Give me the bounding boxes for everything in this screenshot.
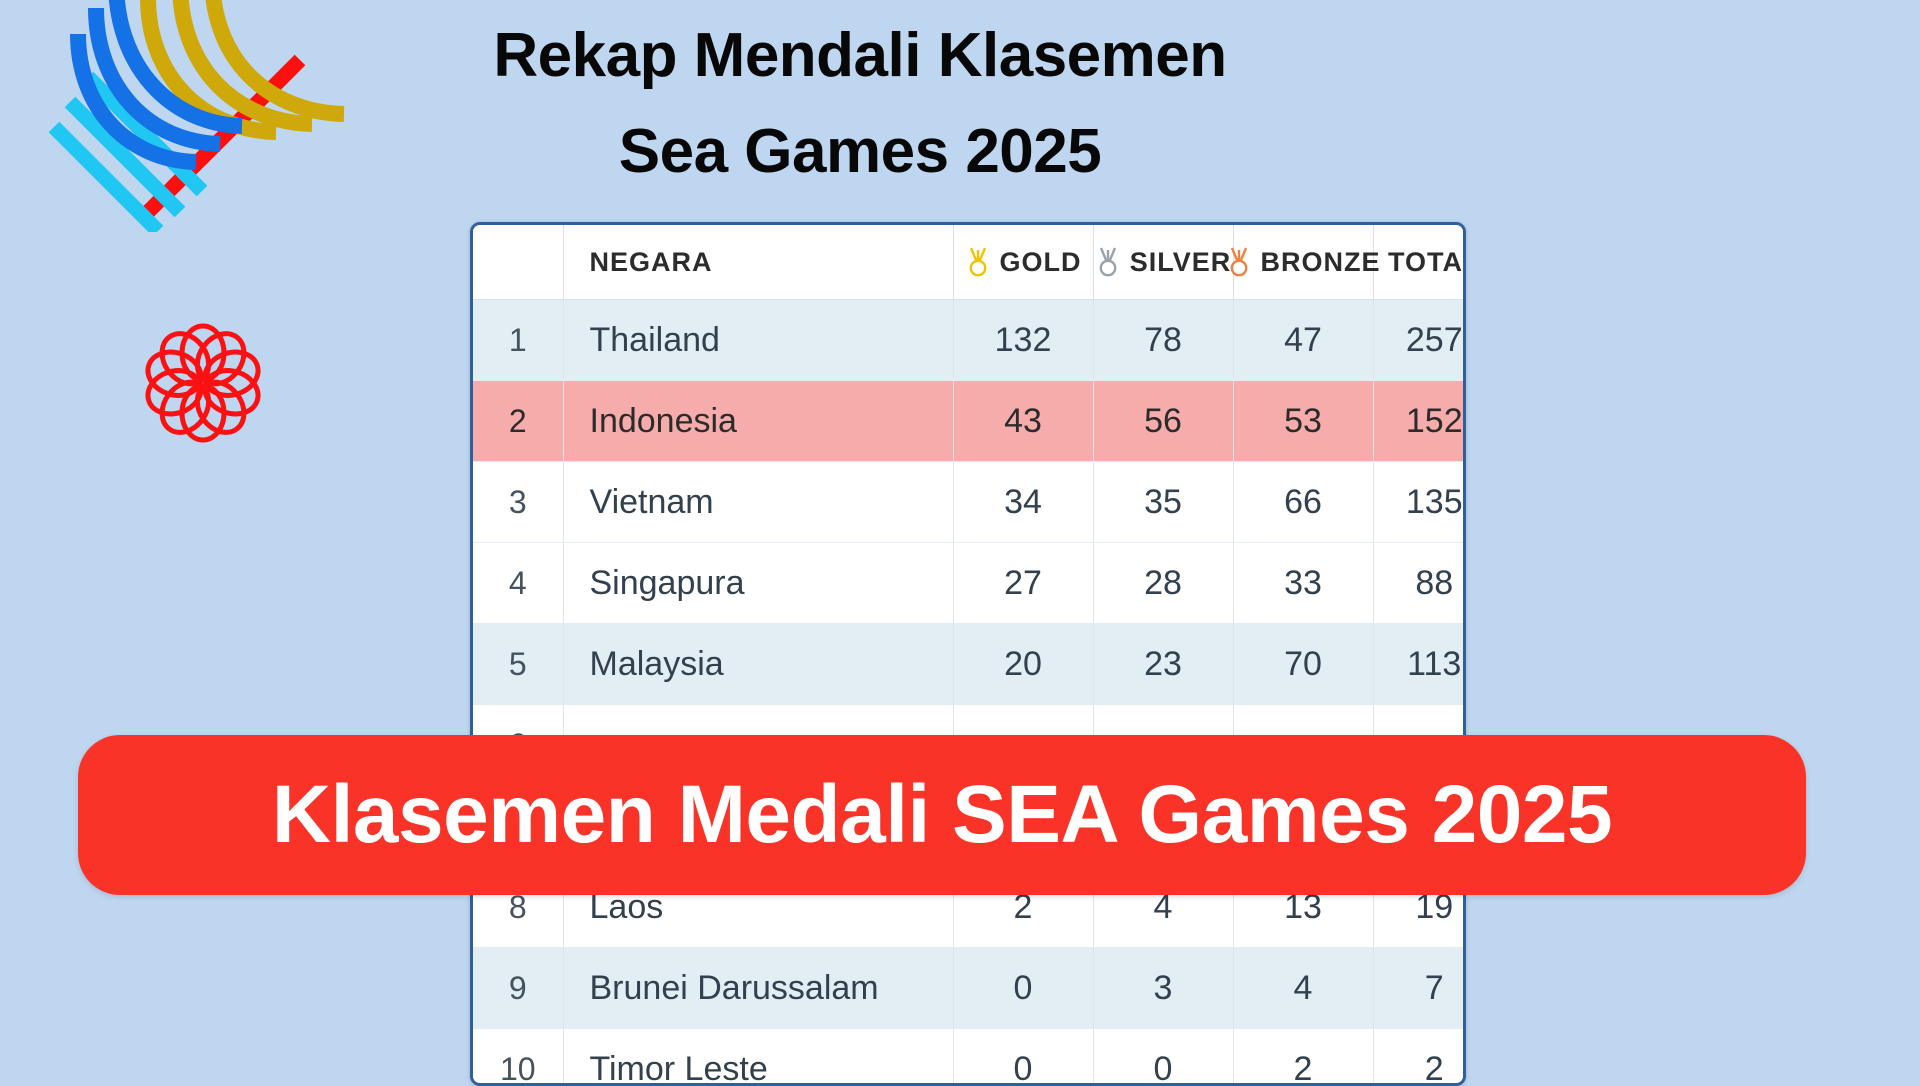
cell-bronze: 33 [1233,543,1373,624]
cell-silver: 78 [1093,300,1233,381]
gold-medal-icon [965,247,991,277]
cell-country: Indonesia [563,381,953,462]
sea-games-logo [30,0,360,232]
column-header-country[interactable]: NEGARA [563,225,953,300]
cell-total: 135 [1373,462,1466,543]
cell-country: Timor Leste [563,1029,953,1086]
column-header-silver-label: SILVER [1130,247,1232,278]
cell-rank: 3 [473,462,563,543]
cell-gold: 43 [953,381,1093,462]
cell-gold: 0 [953,1029,1093,1086]
cell-gold: 34 [953,462,1093,543]
cell-silver: 56 [1093,381,1233,462]
column-header-bronze-label: BRONZE [1261,247,1381,278]
cell-country: Singapura [563,543,953,624]
cell-silver: 35 [1093,462,1233,543]
cell-silver: 0 [1093,1029,1233,1086]
cell-rank: 10 [473,1029,563,1086]
medal-standings-table-card: NEGARA GOLD SILVER [470,222,1466,1086]
cell-country: Malaysia [563,624,953,705]
cell-total: 2 [1373,1029,1466,1086]
cell-bronze: 47 [1233,300,1373,381]
column-header-gold[interactable]: GOLD [953,225,1093,300]
page-title: Rekap Mendali Klasemen Sea Games 2025 [400,8,1320,200]
cell-silver: 3 [1093,948,1233,1029]
table-header: NEGARA GOLD SILVER [473,225,1466,300]
cell-country: Thailand [563,300,953,381]
cell-gold: 20 [953,624,1093,705]
cell-bronze: 53 [1233,381,1373,462]
column-header-rank[interactable] [473,225,563,300]
cell-rank: 4 [473,543,563,624]
column-header-total[interactable]: TOTAL [1373,225,1466,300]
cell-bronze: 70 [1233,624,1373,705]
page-title-line2: Sea Games 2025 [400,104,1320,200]
cell-bronze: 4 [1233,948,1373,1029]
rosette-circles [128,318,278,448]
cell-gold: 0 [953,948,1093,1029]
column-header-bronze[interactable]: BRONZE [1233,225,1373,300]
cell-silver: 23 [1093,624,1233,705]
cell-gold: 132 [953,300,1093,381]
column-header-silver[interactable]: SILVER [1093,225,1233,300]
cell-rank: 2 [473,381,563,462]
headline-banner: Klasemen Medali SEA Games 2025 [78,735,1806,895]
cell-total: 7 [1373,948,1466,1029]
headline-banner-text: Klasemen Medali SEA Games 2025 [272,768,1612,862]
cell-silver: 28 [1093,543,1233,624]
bronze-medal-icon [1226,247,1252,277]
cell-country: Brunei Darussalam [563,948,953,1029]
cell-total: 88 [1373,543,1466,624]
cell-bronze: 66 [1233,462,1373,543]
rosette-logo-icon [128,318,278,448]
cell-gold: 27 [953,543,1093,624]
cell-bronze: 2 [1233,1029,1373,1086]
cell-country: Vietnam [563,462,953,543]
cell-total: 257 [1373,300,1466,381]
medal-standings-table: NEGARA GOLD SILVER [473,225,1466,1086]
cell-total: 113 [1373,624,1466,705]
cell-rank: 1 [473,300,563,381]
table-header-row: NEGARA GOLD SILVER [473,225,1466,300]
cell-rank: 9 [473,948,563,1029]
page-title-line1: Rekap Mendali Klasemen [400,8,1320,104]
cell-total: 152 [1373,381,1466,462]
column-header-gold-label: GOLD [1000,247,1082,278]
cell-rank: 5 [473,624,563,705]
silver-medal-icon [1095,247,1121,277]
sea-games-logo-arcs [30,0,360,232]
